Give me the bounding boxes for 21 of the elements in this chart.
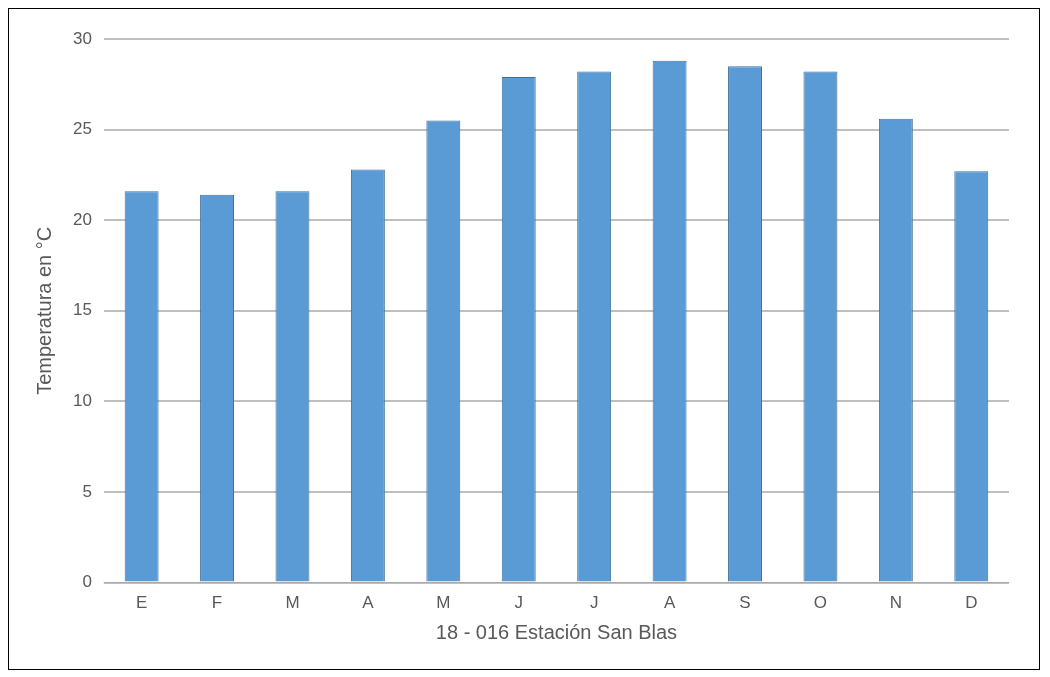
- x-tick-label: J: [589, 593, 599, 613]
- y-tick-label: 15: [72, 300, 92, 320]
- x-tick-label: A: [362, 593, 375, 613]
- x-tick-label: M: [285, 593, 300, 613]
- x-tick-label: M: [436, 593, 451, 613]
- y-tick-label: 0: [82, 572, 92, 592]
- x-tick-label: N: [889, 593, 902, 613]
- x-tick-label: F: [211, 593, 223, 613]
- x-tick-label: J: [514, 593, 523, 613]
- x-tick-label: O: [813, 593, 828, 613]
- y-tick-label: 25: [72, 119, 92, 139]
- x-tick-label: S: [739, 593, 751, 613]
- y-tick-label: 30: [72, 28, 92, 48]
- y-axis-title: Temperatura en °C: [32, 226, 55, 395]
- x-tick-label: D: [965, 593, 978, 613]
- x-axis-title: 18 - 016 Estación San Blas: [435, 620, 678, 643]
- y-tick-label: 20: [72, 209, 92, 229]
- x-tick-label: A: [663, 593, 676, 613]
- y-tick-label: 10: [72, 391, 92, 411]
- y-tick-label: 5: [82, 481, 92, 501]
- x-tick-label: E: [135, 593, 148, 613]
